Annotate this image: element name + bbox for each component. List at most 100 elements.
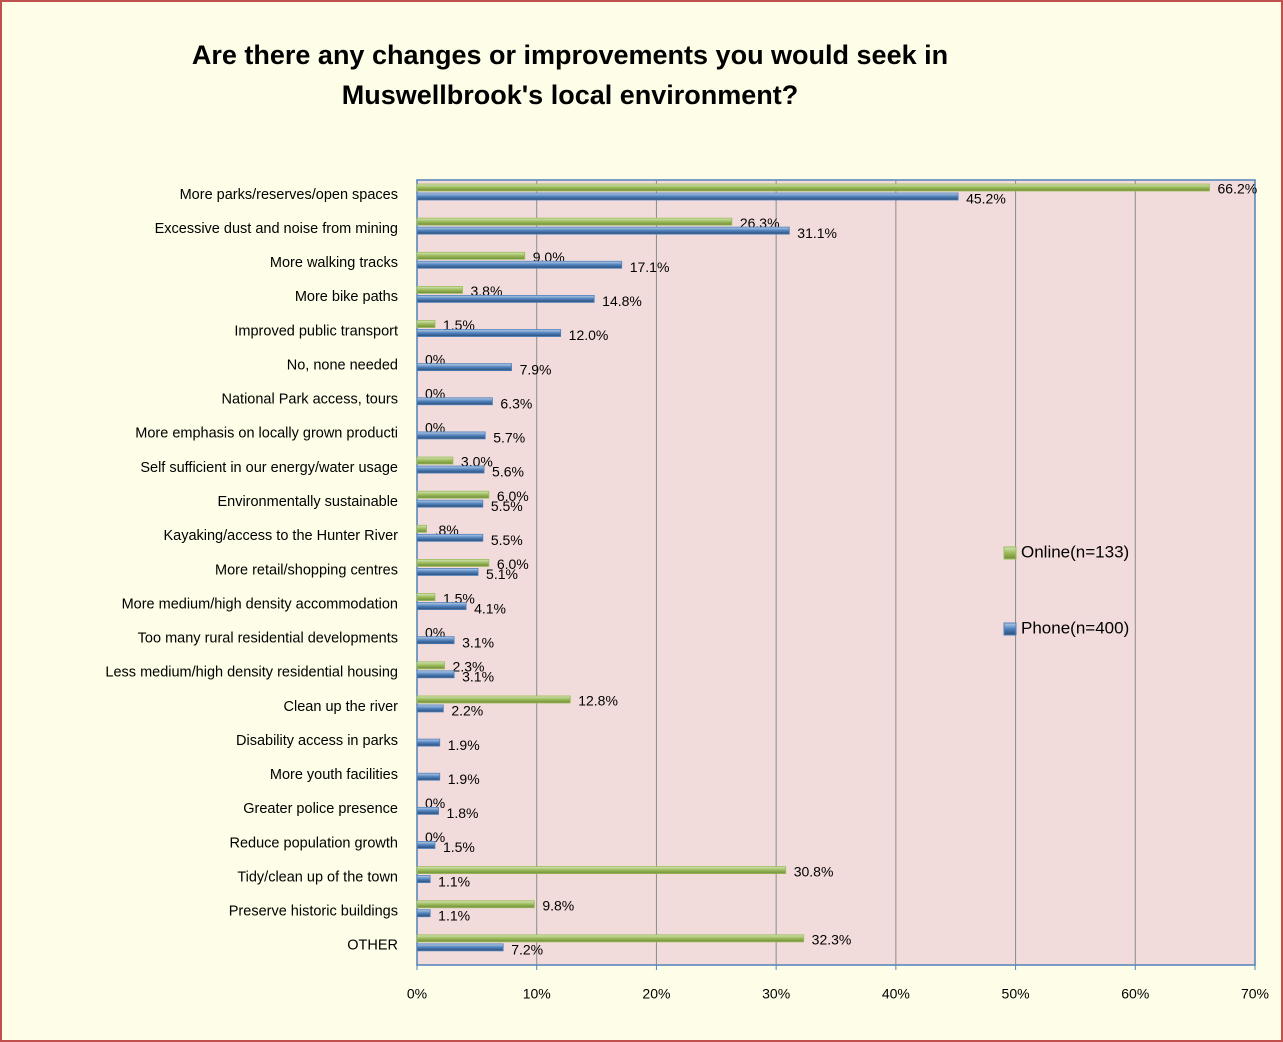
data-label: 5.6% bbox=[492, 464, 524, 480]
data-label: 1.1% bbox=[438, 907, 470, 923]
x-tick-label: 40% bbox=[882, 986, 910, 1002]
bar bbox=[416, 559, 490, 567]
bar bbox=[416, 217, 733, 226]
bar bbox=[416, 704, 444, 713]
data-label: 3.1% bbox=[462, 669, 494, 685]
category-label: Environmentally sustainable bbox=[217, 494, 398, 510]
category-label: More youth facilities bbox=[270, 767, 398, 783]
bar bbox=[416, 875, 431, 884]
category-label: More medium/high density accommodation bbox=[122, 596, 398, 612]
x-tick-label: 0% bbox=[407, 986, 427, 1002]
data-label: 6.3% bbox=[500, 395, 532, 411]
legend-label: Online(n=133) bbox=[1021, 542, 1129, 561]
category-label: More walking tracks bbox=[270, 255, 398, 271]
bar bbox=[416, 524, 427, 533]
bar bbox=[416, 661, 445, 670]
category-label: Clean up the river bbox=[284, 699, 399, 715]
bar bbox=[416, 568, 479, 576]
data-label: 17.1% bbox=[630, 259, 670, 275]
bar bbox=[416, 636, 455, 645]
category-label: Kayaking/access to the Hunter River bbox=[163, 528, 398, 544]
bar bbox=[416, 738, 441, 747]
x-tick-label: 60% bbox=[1121, 986, 1149, 1002]
category-label: Self sufficient in our energy/water usag… bbox=[140, 460, 398, 476]
data-label: 45.2% bbox=[966, 191, 1006, 207]
x-tick-label: 30% bbox=[762, 986, 790, 1002]
x-tick-label: 50% bbox=[1002, 986, 1030, 1002]
bar bbox=[416, 320, 436, 328]
data-label: 7.2% bbox=[511, 942, 543, 958]
plot-area bbox=[416, 179, 1256, 966]
data-label: 1.9% bbox=[448, 737, 480, 753]
category-label: More bike paths bbox=[295, 289, 398, 305]
bar bbox=[416, 183, 1210, 192]
bar bbox=[416, 294, 595, 303]
data-label: 30.8% bbox=[794, 863, 834, 879]
legend-swatch bbox=[1003, 546, 1017, 560]
bar bbox=[416, 251, 526, 260]
category-label: Reduce population growth bbox=[230, 835, 398, 851]
bar bbox=[416, 670, 455, 679]
legend-label: Phone(n=400) bbox=[1021, 618, 1129, 637]
bar bbox=[416, 909, 431, 918]
data-label: 2.3% bbox=[453, 659, 485, 675]
category-label: Preserve historic buildings bbox=[229, 904, 398, 920]
data-label: 9.8% bbox=[542, 897, 574, 913]
data-label: 12.8% bbox=[578, 693, 618, 709]
category-label: No, none needed bbox=[287, 357, 398, 373]
bar bbox=[416, 602, 467, 610]
data-label: 6.0% bbox=[497, 556, 529, 572]
data-label: 32.3% bbox=[812, 932, 852, 948]
bar bbox=[416, 192, 959, 201]
x-tick-label: 20% bbox=[642, 986, 670, 1002]
data-label: 7.9% bbox=[520, 361, 552, 377]
data-label: 5.1% bbox=[486, 566, 518, 582]
category-label: National Park access, tours bbox=[222, 392, 399, 408]
category-label: Disability access in parks bbox=[236, 733, 398, 749]
bar bbox=[416, 806, 439, 815]
x-tick-label: 10% bbox=[523, 986, 551, 1002]
bar bbox=[416, 226, 790, 235]
bar bbox=[416, 934, 805, 943]
bar bbox=[416, 841, 436, 849]
category-label: Less medium/high density residential hou… bbox=[105, 665, 398, 681]
data-label: 1.5% bbox=[443, 839, 475, 855]
data-label: 5.5% bbox=[491, 532, 523, 548]
x-tick-label: 70% bbox=[1241, 986, 1269, 1002]
bar bbox=[416, 866, 787, 875]
data-label: 31.1% bbox=[797, 225, 837, 241]
bar bbox=[416, 943, 504, 952]
bar bbox=[416, 499, 484, 508]
bar bbox=[416, 260, 623, 269]
bar bbox=[416, 695, 571, 704]
legend-swatch bbox=[1003, 622, 1017, 636]
data-label: 4.1% bbox=[474, 600, 506, 616]
bar bbox=[416, 363, 512, 372]
bar bbox=[416, 456, 454, 465]
data-label: 6.0% bbox=[497, 488, 529, 504]
bar bbox=[416, 490, 490, 499]
bar bbox=[416, 329, 562, 337]
category-label: More parks/reserves/open spaces bbox=[180, 187, 398, 203]
data-label: 3.1% bbox=[462, 634, 494, 650]
data-label: 1.9% bbox=[448, 771, 480, 787]
bar bbox=[416, 772, 441, 781]
data-label: 1.8% bbox=[447, 805, 479, 821]
category-label: Improved public transport bbox=[234, 323, 398, 339]
bar bbox=[416, 397, 493, 406]
data-label: 12.0% bbox=[569, 327, 609, 343]
data-label: 2.2% bbox=[451, 703, 483, 719]
category-label: OTHER bbox=[347, 938, 398, 954]
category-label: More emphasis on locally grown producti bbox=[135, 426, 398, 442]
bar bbox=[416, 900, 535, 909]
data-label: 66.2% bbox=[1218, 181, 1258, 197]
category-label: Tidy/clean up of the town bbox=[237, 869, 398, 885]
chart-title: Are there any changes or improvements yo… bbox=[192, 40, 948, 110]
data-label: 5.7% bbox=[493, 430, 525, 446]
bar bbox=[416, 533, 484, 542]
category-label: More retail/shopping centres bbox=[215, 562, 398, 578]
bar bbox=[416, 465, 485, 474]
data-label: 5.5% bbox=[491, 498, 523, 514]
bar bbox=[416, 285, 463, 294]
